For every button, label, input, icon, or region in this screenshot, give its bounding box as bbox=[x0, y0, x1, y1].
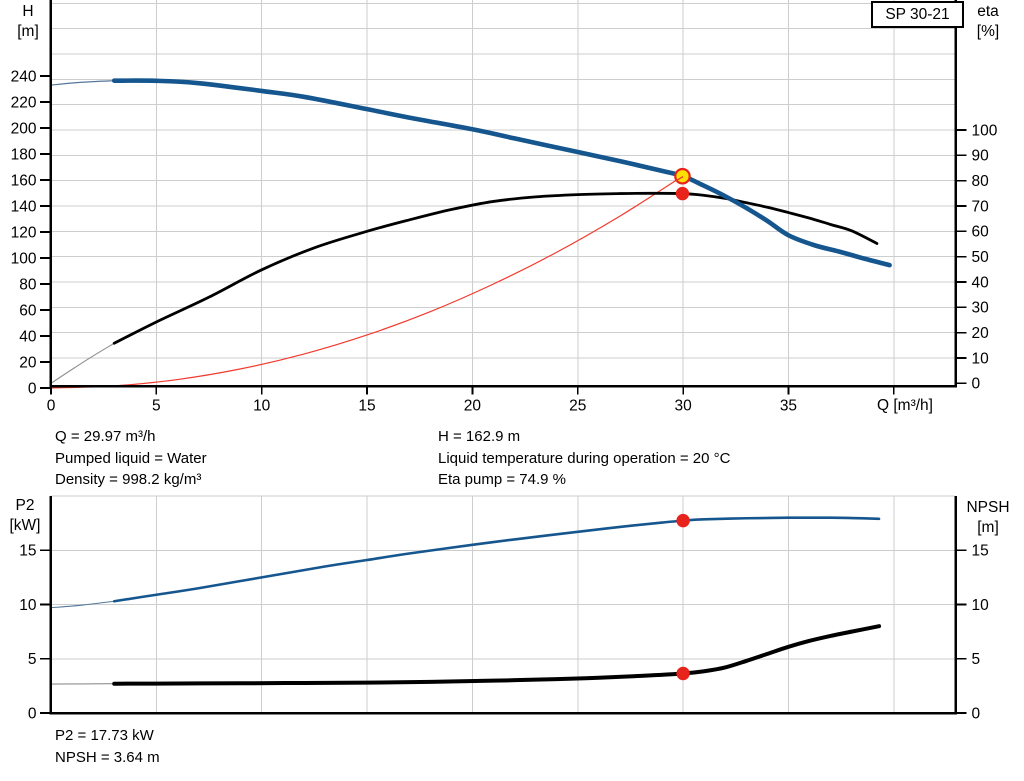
annotation-head: H = 162.9 m bbox=[438, 428, 521, 445]
npsh-tick-label: 15 bbox=[972, 543, 989, 560]
flow-tick-label: 0 bbox=[47, 398, 56, 415]
annotation-npsh: NPSH = 3.64 m bbox=[55, 748, 160, 766]
head-tick-label: 140 bbox=[11, 198, 37, 215]
npsh-axis-title: NPSH [m] bbox=[954, 498, 1022, 538]
annotation-density: Density = 998.2 kg/m³ bbox=[55, 471, 202, 489]
npsh-tick-label: 0 bbox=[972, 705, 981, 722]
p2-point-marker bbox=[676, 513, 690, 528]
eta-point-marker bbox=[675, 186, 690, 201]
eta-curve-path bbox=[112, 191, 879, 345]
p2-curve-lead-in bbox=[50, 600, 115, 609]
head-tick-label: 20 bbox=[19, 354, 37, 371]
eta-tick-label: 50 bbox=[972, 249, 990, 266]
flow-tick-label: 25 bbox=[569, 398, 586, 415]
eta-axis-title: eta [%] bbox=[962, 2, 1014, 42]
head-tick-label: 200 bbox=[11, 120, 37, 137]
head-tick-label: 80 bbox=[19, 276, 37, 293]
head-axis-title-unit: [m] bbox=[17, 23, 39, 40]
annotation-p2: P2 = 17.73 kW bbox=[55, 727, 154, 744]
eta-tick-label: 0 bbox=[972, 376, 981, 393]
p2-axis-title-symbol: P2 bbox=[15, 497, 35, 514]
head-tick-label: 100 bbox=[11, 250, 37, 267]
p2-curve-path bbox=[112, 516, 881, 603]
power-annotation-column: P2 = 17.73 kW NPSH = 3.64 m bbox=[55, 725, 160, 768]
eta-tick-label: 10 bbox=[972, 350, 990, 367]
flow-axis-unit-label: Q [m³/h] bbox=[877, 397, 933, 414]
eta-axis-title-unit: [%] bbox=[976, 23, 1000, 40]
head-tick-label: 240 bbox=[11, 68, 37, 85]
npsh-curve-path bbox=[112, 624, 882, 686]
npsh-tick-label: 5 bbox=[972, 651, 981, 668]
system-curve-path bbox=[50, 175, 684, 389]
flow-tick-label: 20 bbox=[464, 398, 482, 415]
eta-tick-label: 40 bbox=[972, 274, 990, 291]
npsh-axis-title-unit: [m] bbox=[977, 519, 999, 536]
duty-annotation-right-column: H = 162.9 m Liquid temperature during op… bbox=[438, 426, 730, 491]
flow-tick-label: 35 bbox=[780, 398, 797, 415]
p2-axis-title-unit: [kW] bbox=[9, 517, 41, 534]
head-tick-label: 180 bbox=[11, 146, 37, 163]
annotation-eta-pump: Eta pump = 74.9 % bbox=[438, 471, 566, 489]
head-axis-title-symbol: H bbox=[22, 3, 34, 20]
pump-model-badge: SP 30-21 bbox=[871, 1, 964, 28]
eta-axis-title-symbol: eta bbox=[977, 3, 999, 20]
eta-tick-label: 60 bbox=[972, 224, 990, 241]
eta-tick-label: 20 bbox=[972, 325, 990, 342]
eta-tick-label: 90 bbox=[972, 148, 990, 165]
annotation-flow: Q = 29.97 m³/h bbox=[55, 428, 156, 445]
head-curve-path bbox=[111, 78, 892, 268]
eta-tick-label: 30 bbox=[972, 300, 990, 317]
flow-tick-label: 30 bbox=[674, 398, 692, 415]
eta-tick-label: 70 bbox=[972, 198, 990, 215]
npsh-tick-label: 10 bbox=[972, 597, 990, 614]
head-tick-label: 120 bbox=[11, 224, 37, 241]
p2-tick-label: 10 bbox=[19, 597, 37, 614]
p2-tick-label: 0 bbox=[28, 705, 37, 722]
head-tick-label: 160 bbox=[11, 172, 37, 189]
flow-tick-label: 5 bbox=[152, 398, 161, 415]
flow-tick-label: 15 bbox=[358, 398, 375, 415]
head-tick-label: 0 bbox=[28, 380, 37, 397]
p2-tick-label: 15 bbox=[19, 543, 36, 560]
npsh-point-marker bbox=[676, 666, 690, 681]
head-axis-title: H [m] bbox=[8, 2, 48, 42]
annotation-pumped-liquid: Pumped liquid = Water bbox=[55, 449, 207, 467]
duty-annotation-left-column: Q = 29.97 m³/h Pumped liquid = Water Den… bbox=[55, 426, 207, 491]
npsh-axis-title-symbol: NPSH bbox=[966, 499, 1010, 516]
eta-tick-label: 100 bbox=[972, 122, 998, 139]
head-tick-label: 60 bbox=[19, 302, 37, 319]
eta-curve-lead-in bbox=[50, 342, 115, 384]
p2-axis-title: P2 [kW] bbox=[2, 496, 48, 536]
head-tick-label: 40 bbox=[19, 328, 37, 345]
flow-tick-label: 10 bbox=[253, 398, 271, 415]
head-curve-lead-in bbox=[50, 80, 115, 86]
pump-model-label: SP 30-21 bbox=[885, 6, 950, 23]
eta-tick-label: 80 bbox=[972, 173, 990, 190]
p2-tick-label: 5 bbox=[28, 651, 37, 668]
annotation-liquid-temperature: Liquid temperature during operation = 20… bbox=[438, 449, 731, 467]
head-tick-label: 220 bbox=[11, 94, 37, 111]
system-curve-tip bbox=[675, 176, 684, 182]
